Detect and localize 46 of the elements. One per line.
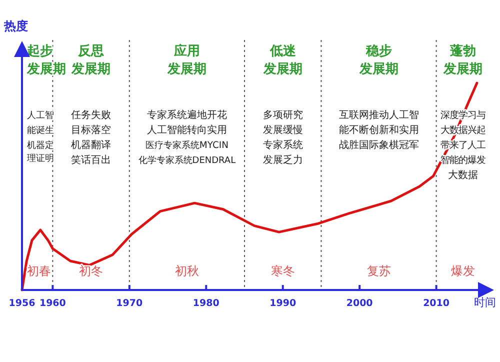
annotation: 笑话百出 — [71, 154, 112, 166]
annotation: 专家系统遍地开花 — [146, 109, 227, 121]
annotation: 专家系统 — [262, 139, 303, 151]
text: 应用 — [172, 43, 200, 59]
annotation: 大数据 — [448, 169, 478, 181]
x-tick-label: 1956 — [8, 298, 36, 309]
x-axis-title: 时间 — [474, 296, 496, 309]
text: 发展期 — [70, 62, 111, 77]
text: 发展期 — [262, 62, 302, 77]
text: 反思 — [77, 43, 106, 59]
annotation: 初冬 — [79, 264, 104, 278]
annotation: 人工智能转向实用 — [146, 124, 227, 136]
annotation: 医疗专家系统MYCIN — [145, 140, 228, 151]
annotation: 发展缓慢 — [262, 124, 303, 136]
annotation: 战胜国际象棋冠军 — [338, 139, 419, 151]
text: 发展期 — [26, 62, 66, 77]
annotation: 能不断创新和实用 — [338, 124, 419, 136]
annotation: 能诞生 — [27, 125, 54, 136]
annotation: 化学专家系统DENDRAL — [138, 155, 236, 166]
annotation: 寒冬 — [270, 264, 295, 278]
annotation: 初春 — [27, 264, 51, 278]
text: 起步 — [26, 44, 53, 59]
annotation: 爆发 — [451, 264, 476, 278]
annotation: 任务失败 — [70, 109, 112, 121]
annotation: 发展乏力 — [262, 154, 303, 166]
y-axis-title: 热度 — [3, 19, 28, 33]
annotation: 初秋 — [174, 264, 199, 278]
annotation: 机器定理证明 — [27, 140, 54, 164]
annotation: 互联网推动人工智 — [338, 109, 419, 121]
annotation: 目标落空 — [71, 124, 112, 136]
annotation: 复苏 — [366, 264, 391, 278]
x-tick-label: 2000 — [346, 298, 374, 309]
text: 发展期 — [358, 62, 398, 77]
x-tick-label: 1970 — [116, 298, 144, 309]
text: 发展期 — [166, 62, 206, 77]
x-tick-label: 1990 — [270, 298, 296, 309]
text: 低迷 — [268, 44, 297, 59]
x-tick-label: 2010 — [423, 298, 450, 309]
x-tick-label: 1960 — [39, 298, 66, 309]
x-tick-label: 1980 — [192, 298, 220, 309]
text: 稳步 — [364, 44, 392, 59]
annotation: 多项研究 — [262, 109, 303, 121]
text: 发展期 — [442, 62, 483, 77]
text: 蓬勃 — [449, 43, 476, 59]
annotation: 机器翻译 — [71, 139, 112, 151]
annotation: 人工智 — [27, 110, 54, 121]
